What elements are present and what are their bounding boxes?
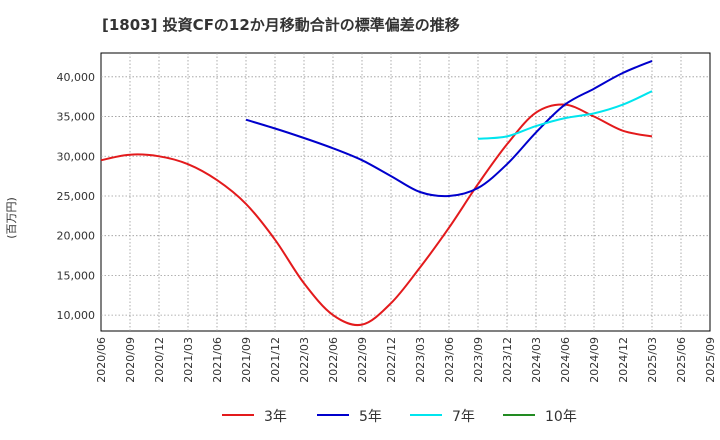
x-tick-label: 2025/03 (646, 337, 659, 383)
x-tick-label: 2025/09 (704, 337, 717, 383)
x-tick-label: 2020/06 (95, 337, 108, 383)
x-tick-label: 2025/06 (675, 337, 688, 383)
y-tick-label: 30,000 (57, 150, 96, 163)
legend-label: 10年 (545, 409, 577, 425)
x-tick-label: 2022/09 (356, 337, 369, 383)
x-tick-label: 2021/03 (182, 337, 195, 383)
legend-swatch (410, 414, 442, 416)
legend: 3年 5年 7年 10年 (0, 404, 720, 426)
y-axis: 10,000 15,000 20,000 25,000 30,000 35,000 40,0… (57, 71, 96, 322)
x-tick-label: 2024/12 (617, 337, 630, 383)
y-tick-label: 35,000 (57, 111, 96, 124)
legend-swatch (222, 414, 254, 416)
x-tick-label: 2021/06 (211, 337, 224, 383)
x-tick-label: 2024/03 (530, 337, 543, 383)
y-tick-label: 25,000 (57, 190, 96, 203)
legend-label: 7年 (452, 409, 475, 425)
plot-area (100, 52, 711, 332)
series-lines (100, 59, 653, 327)
legend-swatch (317, 414, 349, 416)
x-tick-label: 2023/09 (472, 337, 485, 383)
y-tick-label: 20,000 (57, 230, 96, 243)
x-tick-label: 2024/09 (588, 337, 601, 383)
y-tick-label: 10,000 (57, 309, 96, 322)
series-line-7年 (477, 90, 653, 140)
legend-label: 5年 (359, 409, 382, 425)
x-tick-label: 2024/06 (559, 337, 572, 383)
x-tick-label: 2023/12 (501, 337, 514, 383)
x-tick-label: 2020/12 (153, 337, 166, 383)
x-tick-label: 2022/06 (327, 337, 340, 383)
y-tick-label: 40,000 (57, 71, 96, 84)
x-tick-label: 2020/09 (124, 337, 137, 383)
y-tick-label: 15,000 (57, 269, 96, 282)
legend-label: 3年 (264, 409, 287, 425)
x-tick-label: 2021/09 (240, 337, 253, 383)
series-line-3年 (100, 103, 653, 327)
x-tick-label: 2023/03 (414, 337, 427, 383)
x-tick-label: 2021/12 (269, 337, 282, 383)
x-axis: 2020/06 2020/09 2020/12 2021/03 2021/06 2021/… (95, 337, 717, 383)
x-tick-label: 2023/06 (443, 337, 456, 383)
x-tick-label: 2022/03 (298, 337, 311, 383)
series-line-5年 (245, 59, 653, 198)
grid (101, 53, 710, 331)
legend-swatch (503, 414, 535, 416)
x-tick-label: 2022/12 (385, 337, 398, 383)
chart-title: [1803] 投資CFの12か月移動合計の標準偏差の推移 (102, 16, 460, 34)
